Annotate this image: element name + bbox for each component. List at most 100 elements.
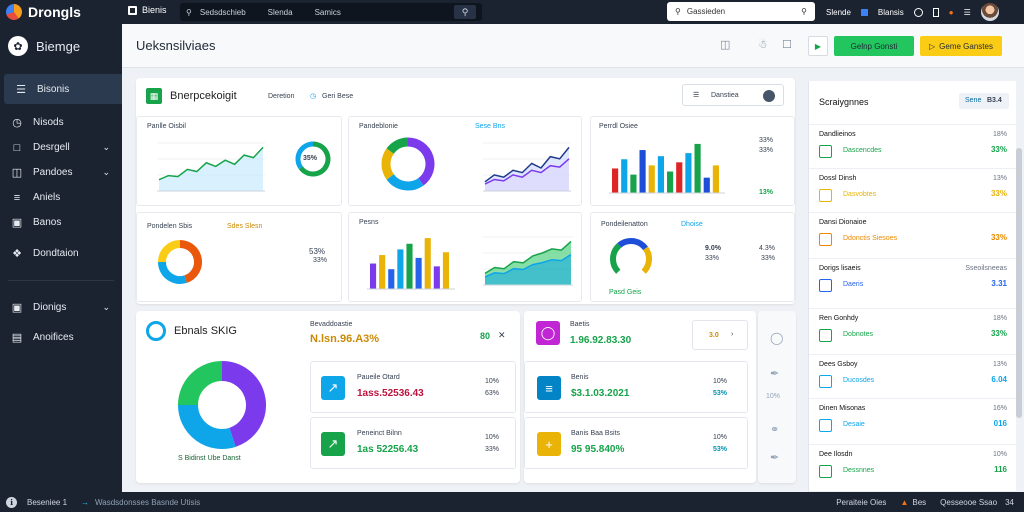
right-panel-title: Scraiygnnes [819, 97, 869, 107]
filter-dropdown[interactable]: ☰ Danstiea [682, 84, 784, 106]
pen-icon[interactable]: ✒ [770, 368, 780, 380]
search-submit-icon[interactable]: ⚲ [801, 7, 807, 16]
bar-1 [379, 255, 386, 289]
chart-card-2-sub: Sese Bns [475, 123, 505, 130]
donut-chart-goals [178, 361, 266, 449]
sidebar-item-2[interactable]: □ Desrgell ⌄ [0, 135, 122, 160]
sidebar-header[interactable]: ✿ Biemge [0, 24, 122, 68]
bar-8 [685, 153, 692, 193]
brand[interactable]: Drongls [0, 4, 120, 20]
plus-icon: + [537, 432, 561, 456]
bar-3 [397, 249, 404, 289]
footer-right-1[interactable]: Peraiteie Oies [836, 497, 887, 507]
line-series-0 [158, 146, 264, 181]
right-panel-row[interactable]: Dandlieinos 18% Dascencdes 33% [809, 125, 1017, 169]
sales-tag-box[interactable]: 3.0 › [692, 320, 748, 350]
arrow-icon: → [81, 497, 90, 507]
search-icon: ⚲ [675, 7, 681, 16]
briefcase-icon[interactable]: ◫ [720, 39, 731, 51]
chart-card-2-title: Pandeblonie [359, 123, 398, 130]
right-panel-row[interactable]: Dee Ilosdn 10% Dessnnes 116 [809, 445, 1017, 492]
status-icon [819, 279, 832, 292]
gauge-chart-6 [610, 238, 652, 274]
brand-name: Drongls [28, 4, 81, 20]
sidebar-item-8[interactable]: ▤ Anoifices [11, 332, 74, 344]
top-search-input[interactable]: ⚲ Sedsdschieb Slenda Samics ⚲ [180, 3, 482, 21]
right-panel-tag[interactable]: Sene B3.4 [959, 93, 1009, 109]
right-panel-row[interactable]: Dinen Misonas 16% Desaie 016 [809, 399, 1017, 445]
slice-0 [407, 137, 435, 186]
grid-icon [128, 5, 137, 15]
edit-icon[interactable]: ✒ [770, 452, 780, 464]
square-icon[interactable] [860, 8, 868, 16]
green-action-button[interactable]: Gelnp Gonsti [834, 36, 914, 56]
goals-row-1[interactable]: ↗ Peneinct Bilnn 1as 52256.43 10% 33% [310, 417, 516, 469]
close-icon[interactable]: ✕ [498, 330, 506, 340]
notification-icon[interactable]: ● [948, 7, 954, 17]
charts-panel-meta-2: Geri Bese [322, 93, 354, 100]
yellow-action-button[interactable]: ▷ Geme Ganstes [920, 36, 1002, 56]
chart-card-4-sub: Sdes Slesn [227, 223, 263, 230]
sales-panel: ◯ Baetis 1.96.92.83.30 3.0 › ≡ Benis $3.… [524, 311, 756, 483]
chart-card-4: Pondelen Sbis Sdes Slesn 53% 33% [136, 212, 342, 302]
chart-card-6-value-1: 9.0% [705, 245, 721, 252]
avatar[interactable] [980, 3, 999, 21]
window-icon: ▤ [11, 332, 23, 344]
chevron-down-icon: ⌄ [102, 167, 110, 177]
list-icon: ☰ [16, 83, 26, 96]
sidebar-item-4[interactable]: ≡ Aniels [0, 185, 122, 210]
bar-4 [648, 165, 655, 193]
secondary-search-input[interactable]: ⚲ Gassieden ⚲ [667, 2, 815, 21]
search-submit-icon[interactable]: ⚲ [454, 5, 476, 19]
info-icon: ℹ [6, 496, 17, 508]
puzzle-icon: ❖ [12, 248, 22, 260]
chart-card-3-value-2: 33% [759, 147, 774, 154]
shield-icon: ◯ [536, 321, 560, 345]
right-panel-scrollbar[interactable] [1016, 148, 1022, 418]
chart-card-3-value-1: 33% [759, 137, 774, 144]
chart-card-3-title: Perrdl Osiee [599, 123, 638, 130]
right-panel-row[interactable]: Dorigs lisaeis Sseoilsneeas Daeris 3.31 [809, 259, 1017, 309]
slice-3 [386, 137, 409, 154]
right-panel-row[interactable]: Dossl Dinsh 13% Dasvobtes 33% [809, 169, 1017, 213]
footer-mid[interactable]: Wasdsdonsses Basnde Utisis [95, 497, 201, 507]
add-button[interactable]: ▶ [808, 36, 828, 56]
goals-row-0[interactable]: ↗ Paueile Otard 1ass.52536.43 10% 63% [310, 361, 516, 413]
top-nav-item[interactable]: Bienis [128, 5, 167, 15]
trend-icon: ↗ [321, 376, 345, 400]
top-link-2[interactable]: Blansis [877, 7, 904, 17]
top-link-1[interactable]: Slende [826, 7, 851, 17]
sales-row-0[interactable]: ≡ Benis $3.1.03.2021 10% 53% [524, 361, 748, 413]
bar-chart-3 [609, 143, 725, 194]
footer-left: Beseniee 1 [27, 497, 68, 507]
bar-1 [621, 159, 628, 193]
panel-icon[interactable] [932, 7, 939, 17]
drop-icon[interactable]: ◯ [770, 331, 784, 345]
footer-right-3[interactable]: Qesseooe Ssao [940, 497, 998, 507]
right-panel-row[interactable]: Dansi Dionaioe Ddonctis Siesoes 33% [809, 213, 1017, 259]
lock-icon[interactable]: ☐ [782, 39, 792, 51]
link-icon[interactable]: ⚭ [770, 424, 780, 436]
sidebar-item-5[interactable]: ▣ Banos [11, 217, 62, 229]
right-panel-row[interactable]: Ren Gonhdy 18% Dobnotes 33% [809, 309, 1017, 355]
line-chart-1 [157, 142, 265, 192]
status-icon [819, 233, 832, 246]
sales-big-value: 1.96.92.83.30 [570, 335, 632, 346]
menu-icon[interactable]: ☰ [963, 7, 971, 17]
footer-right-2[interactable]: Bes [912, 497, 927, 507]
sidebar-item-3[interactable]: ◫ Pandoes ⌄ [11, 167, 110, 179]
sidebar-item-6[interactable]: ❖ Dondtaion [12, 248, 79, 260]
bar-5 [657, 156, 664, 193]
sales-row-1[interactable]: + Banis Baa Bsits 95 95.840% 10% 53% [524, 417, 748, 469]
sidebar-item-1[interactable]: ◷ Nisods [12, 117, 64, 129]
bar-8 [442, 252, 449, 289]
clock-icon[interactable] [913, 7, 923, 17]
sidebar-item-7[interactable]: ▣ Dionigs ⌄ [11, 302, 110, 314]
side-icon-column: ◯ ✒ 10% ⚭ ✒ [758, 311, 796, 483]
right-panel-row[interactable]: Dees Gsboy 13% Ducosdes 6.04 [809, 355, 1017, 399]
sidebar-item-0[interactable]: ☰ Bisonis [4, 74, 122, 104]
folder-icon: □ [13, 141, 21, 154]
line-series-0 [484, 240, 572, 275]
line-series-0 [484, 146, 570, 183]
user-icon[interactable]: ☃ [758, 39, 768, 51]
